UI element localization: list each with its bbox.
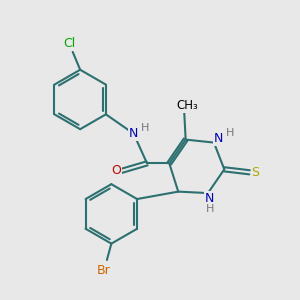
Text: N: N	[205, 192, 214, 205]
Text: N: N	[214, 132, 223, 145]
Text: H: H	[206, 204, 214, 214]
Text: N: N	[129, 127, 138, 140]
Text: CH₃: CH₃	[176, 99, 198, 112]
Text: O: O	[111, 164, 121, 177]
Text: H: H	[141, 123, 149, 133]
Text: H: H	[226, 128, 234, 138]
Text: Cl: Cl	[64, 37, 76, 50]
Text: S: S	[251, 166, 260, 179]
Text: Br: Br	[97, 264, 111, 277]
